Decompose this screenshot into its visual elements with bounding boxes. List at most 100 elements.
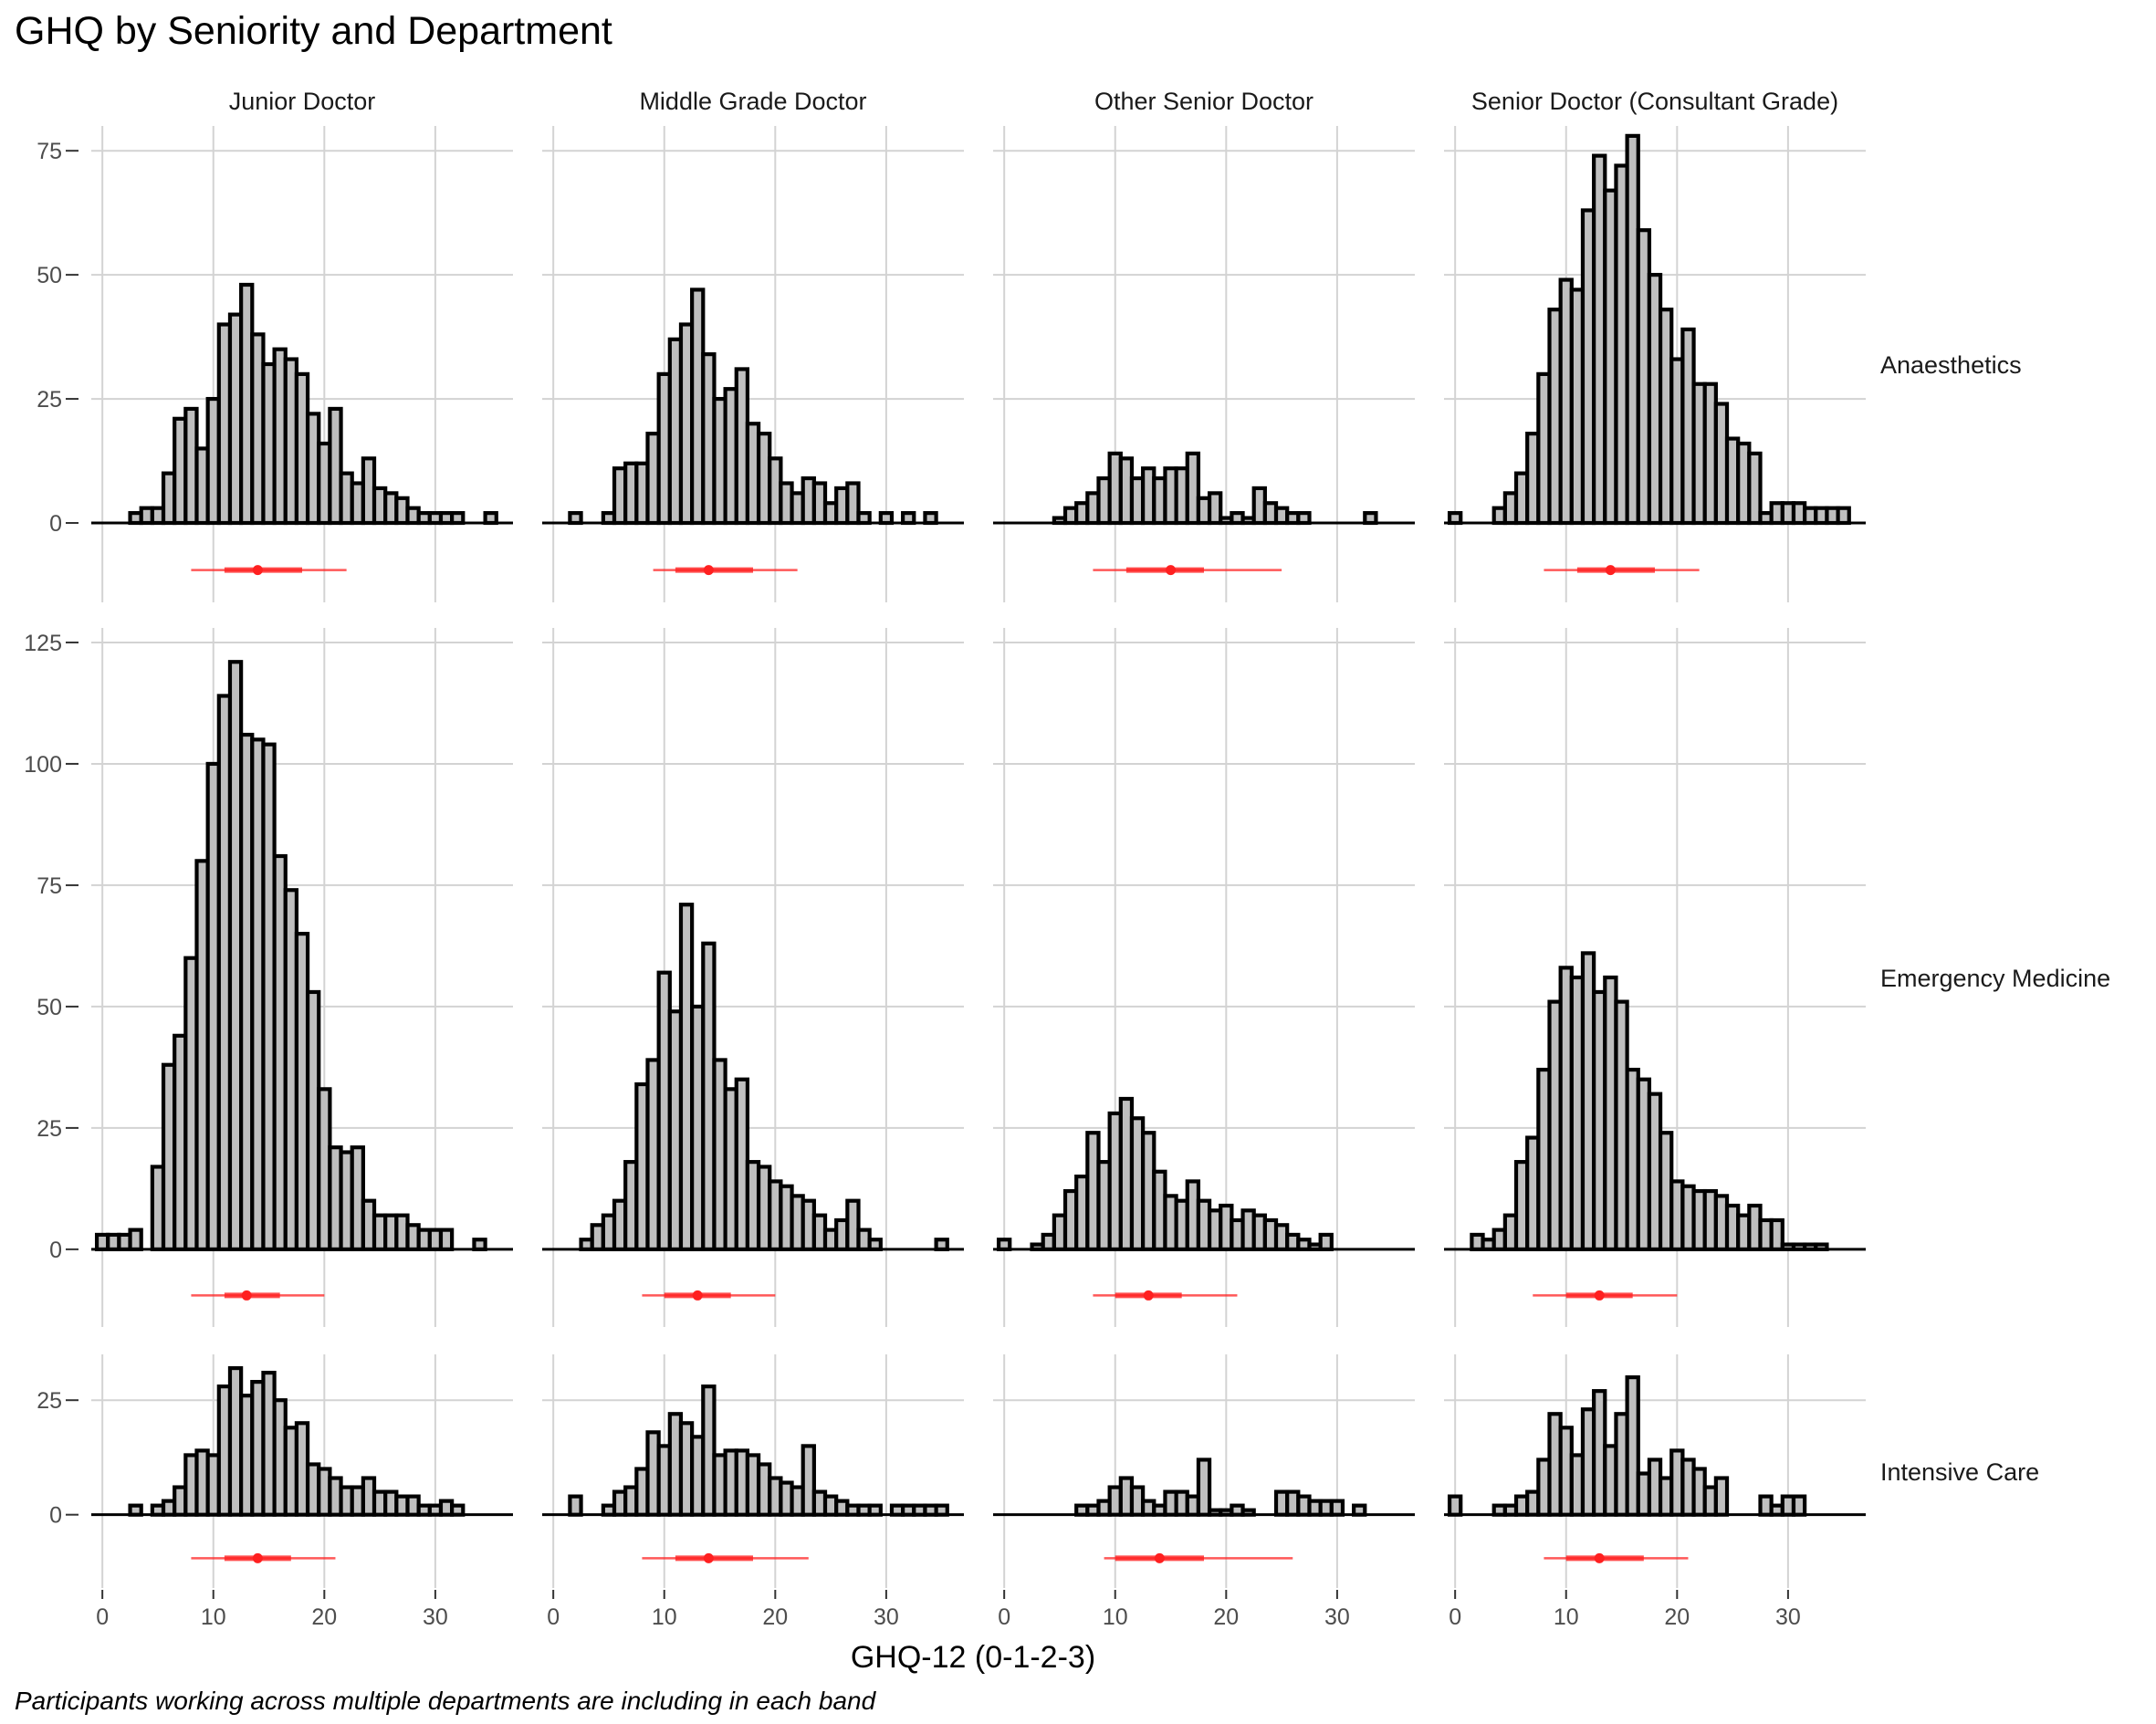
x-tick-label: 30 [874,1604,899,1630]
summary-median-point [703,1552,714,1563]
histogram-bar [845,481,861,526]
x-tick-label: 20 [311,1604,337,1630]
histogram-bar [845,1198,861,1251]
histogram-bar [1352,1503,1367,1517]
histogram-bar [1447,511,1463,526]
column-strip-label: Junior Doctor [229,88,376,115]
x-tick-label: 0 [998,1604,1010,1630]
histogram-bar [856,511,872,526]
x-tick-label: 10 [652,1604,677,1630]
y-tick-label: 0 [49,1238,62,1263]
panel-grid: Junior Doctor Middle Grade Doctor Other Se… [24,88,2110,1630]
summary-median-point [1605,565,1616,576]
panel [91,126,513,602]
histogram-bar [1196,1458,1212,1517]
histogram-bar [1447,1494,1463,1517]
chart-caption: Participants working across multiple dep… [15,1687,877,1715]
panel [993,1354,1415,1588]
x-tick-label: 20 [762,1604,788,1630]
y-tick-label: 25 [37,1116,62,1142]
column-strip-label: Senior Doctor (Consultant Grade) [1471,88,1838,115]
histogram-bar [1814,1242,1829,1251]
summary-median-point [252,1552,263,1563]
histogram-bar [934,1238,949,1251]
histogram-bar [1240,1508,1256,1517]
histogram-bar [350,1145,365,1251]
x-tick-label: 10 [1554,1604,1579,1630]
x-tick-label: 0 [1449,1604,1461,1630]
y-tick-label: 50 [37,263,62,288]
histogram-bar [867,1238,883,1251]
panel [1444,628,1866,1327]
summary-median-point [252,565,263,576]
column-strip-label: Middle Grade Doctor [639,88,866,115]
histogram-bar [901,511,916,526]
summary-median-point [692,1290,703,1301]
histogram-bar [128,1228,143,1251]
chart-title: GHQ by Seniority and Department [15,9,612,53]
summary-median-point [241,1290,252,1301]
panel [91,1354,513,1588]
summary-median-point [1154,1552,1165,1563]
row-strip-label: Anaesthetics [1880,351,2022,379]
summary-median-point [1594,1552,1605,1563]
panel [542,628,964,1327]
histogram-bar [450,1503,466,1517]
panel [993,628,1415,1327]
row-strip-label: Intensive Care [1880,1458,2039,1486]
panel [1444,126,1866,602]
y-tick-label: 75 [37,139,62,164]
y-tick-label: 0 [49,1503,62,1529]
histogram-bar [128,1503,143,1517]
histogram-bar [1363,511,1378,526]
histogram-bar [1769,1217,1784,1251]
x-tick-label: 20 [1664,1604,1690,1630]
histogram-bar [568,1494,583,1517]
histogram-bar [568,511,583,526]
histogram-bar [701,1384,717,1517]
histogram-bar [996,1238,1012,1251]
panel [542,126,964,602]
histogram-bar [438,1228,455,1251]
x-tick-label: 10 [1103,1604,1128,1630]
summary-median-point [1594,1290,1605,1301]
histogram-bar [1318,1232,1334,1251]
histogram-bar [867,1503,883,1517]
histogram-bar [1329,1499,1345,1517]
panel [993,126,1415,602]
x-tick-label: 30 [423,1604,448,1630]
histogram-bar [1296,511,1312,526]
y-tick-label: 125 [24,631,62,656]
column-strip-label: Other Senior Doctor [1094,88,1313,115]
x-tick-label: 30 [1324,1604,1350,1630]
summary-median-point [1166,565,1177,576]
panel [91,628,513,1327]
x-axis-title: GHQ-12 (0-1-2-3) [851,1640,1095,1675]
histogram-bar [1713,1476,1730,1517]
y-tick-label: 25 [37,1388,62,1414]
x-tick-label: 30 [1775,1604,1801,1630]
y-tick-label: 75 [37,873,62,899]
panel [1444,1354,1866,1588]
histogram-bar [934,1503,949,1517]
x-tick-label: 10 [201,1604,226,1630]
histogram-bar [1791,1494,1807,1517]
histogram-bar [1625,1374,1640,1517]
histogram-bar [1836,506,1851,526]
summary-median-point [703,565,714,576]
histogram-bar [450,511,466,526]
row-strip-label: Emergency Medicine [1880,965,2110,992]
histogram-bar [483,511,498,526]
histogram-bar [923,511,938,526]
x-tick-label: 20 [1213,1604,1239,1630]
histogram-bar [801,1444,816,1517]
histogram-bar [1185,451,1201,526]
y-tick-label: 50 [37,995,62,1020]
histogram-bar [328,406,343,526]
histogram-bar [472,1238,487,1251]
x-tick-label: 0 [96,1604,109,1630]
summary-median-point [1143,1290,1154,1301]
y-tick-label: 25 [37,387,62,413]
